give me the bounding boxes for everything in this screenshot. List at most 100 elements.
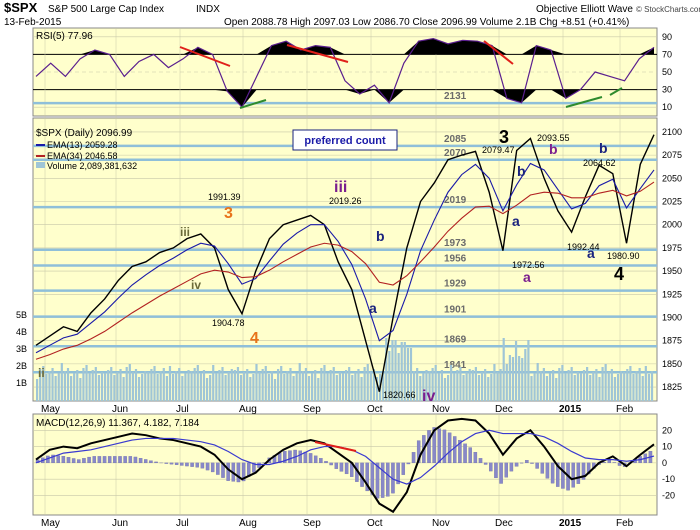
volume-bar [57, 373, 60, 401]
volume-bar [505, 364, 508, 401]
wave-label-b-feb: b [599, 140, 608, 156]
macd-histogram-bar [468, 447, 472, 464]
volume-tick-label: 2B [16, 361, 27, 371]
preferred-count-box: preferred count [292, 129, 398, 151]
volume-bar [409, 348, 413, 401]
macd-histogram-bar [437, 428, 442, 464]
exchange: INDX [196, 4, 220, 15]
month-label: Jul [176, 404, 189, 415]
volume-bar [635, 371, 638, 401]
volume-bar [508, 355, 511, 401]
volume-bar [450, 365, 453, 401]
wave-label-iv-minor: iv [191, 278, 201, 292]
volume-bar [434, 365, 437, 401]
volume-bar [548, 373, 552, 401]
volume-bar [54, 376, 57, 401]
volume-bar [437, 373, 440, 401]
wave-label-a-purple: a [523, 269, 531, 285]
volume-bar [134, 369, 138, 401]
rsi-title: RSI(5) 77.96 [36, 31, 93, 42]
volume-bar [103, 373, 107, 401]
volume-bar [51, 368, 54, 401]
volume-bar [610, 369, 613, 401]
price-line [35, 134, 655, 392]
volume-bar [443, 378, 447, 401]
macd-histogram-bar [545, 462, 550, 479]
volume-bar [487, 377, 490, 401]
volume-swatch [36, 162, 45, 168]
volume-bar [391, 340, 394, 401]
macd-histogram-bar [375, 462, 380, 499]
volume-bar [524, 349, 527, 401]
volume-bar [304, 368, 308, 401]
price-tick-label: 1975 [662, 243, 682, 253]
price-annotations: 1991.39 2019.26 1904.78 1820.66 2079.47 … [208, 133, 640, 400]
ema34-line [35, 181, 655, 360]
macd-histogram-bar [432, 427, 436, 464]
volume-bar [345, 370, 348, 401]
macd-histogram-bar [164, 462, 169, 464]
volume-bar [273, 379, 277, 401]
volume-bar [338, 372, 342, 401]
rsi-tick-label: 70 [662, 49, 672, 59]
macd-histogram-bar [180, 462, 184, 466]
volume-bar [598, 377, 601, 401]
volume-bar [335, 375, 338, 401]
rsi-divergence-line-3 [483, 40, 514, 65]
grid [33, 28, 657, 515]
macd-histogram-bar [442, 429, 447, 464]
price-tick-label: 2100 [662, 127, 682, 137]
macd-histogram-bar [396, 462, 400, 485]
price-tick-label: 1950 [662, 266, 682, 276]
volume-bar [385, 338, 388, 401]
macd-histogram-bar [216, 462, 220, 475]
volume-bar [564, 373, 567, 401]
volume-bar [641, 376, 644, 401]
preferred-count-label: preferred count [304, 135, 386, 147]
macd-histogram-bar [298, 450, 302, 464]
month-label: Sep [303, 518, 321, 529]
macd-line [35, 417, 655, 514]
volume-bar [193, 368, 196, 401]
month-label: May [41, 404, 60, 415]
volume-bar [150, 369, 153, 401]
price-label-1972: 1972.56 [512, 260, 545, 270]
volume-bar [499, 369, 502, 401]
macd-tick-label: 0 [662, 458, 667, 468]
volume-bar [468, 369, 471, 401]
volume-bar [119, 369, 122, 401]
volume-tick-label: 4B [16, 327, 27, 337]
macd-histogram-bar [463, 443, 467, 464]
volume-bar [394, 340, 397, 401]
volume-bar [496, 372, 499, 401]
macd-histogram-bar [118, 456, 122, 464]
volume-bar [73, 373, 76, 401]
month-label: Aug [239, 404, 257, 415]
macd-histogram-bar [107, 456, 112, 464]
volume-bar [97, 375, 100, 401]
volume-bar [199, 373, 202, 401]
volume-bar [267, 374, 270, 401]
price-label-1904: 1904.78 [212, 318, 245, 328]
rsi-divergence-line-4 [239, 99, 267, 109]
macd-histogram-bar [556, 462, 560, 487]
macd-histogram-bar [525, 460, 529, 464]
macd-histogram-bar [51, 454, 55, 464]
support-resistance-levels: 2131 2085 2070 2019 1973 1956 1929 1901 1869 1841 [33, 91, 657, 374]
macd-histogram-bar [530, 462, 534, 464]
volume-bar [372, 369, 376, 401]
volume-bar [558, 368, 561, 401]
macd-histogram-bar [190, 462, 194, 467]
level-label: 2131 [444, 91, 467, 102]
volume-bar [147, 372, 150, 401]
wave-labels: iii iv 3 4 iii iv b a 3 b a b a b a 4 ii [38, 127, 624, 405]
ema13-line [35, 162, 655, 354]
volume-bar [357, 369, 360, 401]
volume-bar [159, 371, 162, 401]
macd-histogram-bar [195, 462, 199, 468]
rsi-line [35, 37, 655, 109]
volume-bar [514, 341, 518, 401]
volume-bar [36, 379, 39, 401]
month-label: Oct [367, 518, 383, 529]
